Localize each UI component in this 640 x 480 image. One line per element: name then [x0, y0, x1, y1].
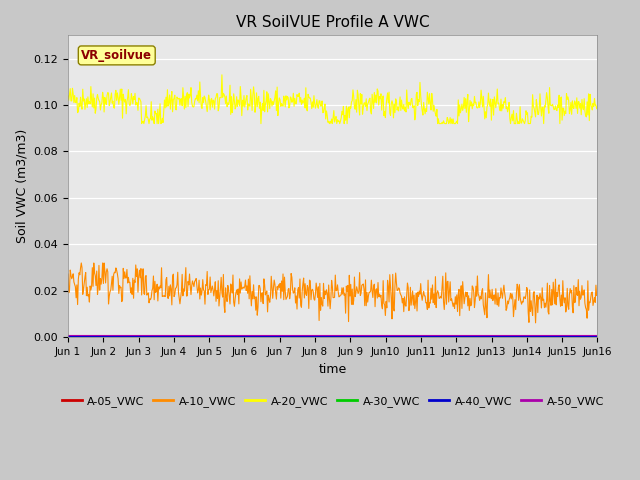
- Title: VR SoilVUE Profile A VWC: VR SoilVUE Profile A VWC: [236, 15, 429, 30]
- Legend: A-05_VWC, A-10_VWC, A-20_VWC, A-30_VWC, A-40_VWC, A-50_VWC: A-05_VWC, A-10_VWC, A-20_VWC, A-30_VWC, …: [57, 391, 608, 411]
- X-axis label: time: time: [319, 362, 347, 375]
- Y-axis label: Soil VWC (m3/m3): Soil VWC (m3/m3): [15, 129, 28, 243]
- Text: VR_soilvue: VR_soilvue: [81, 49, 152, 62]
